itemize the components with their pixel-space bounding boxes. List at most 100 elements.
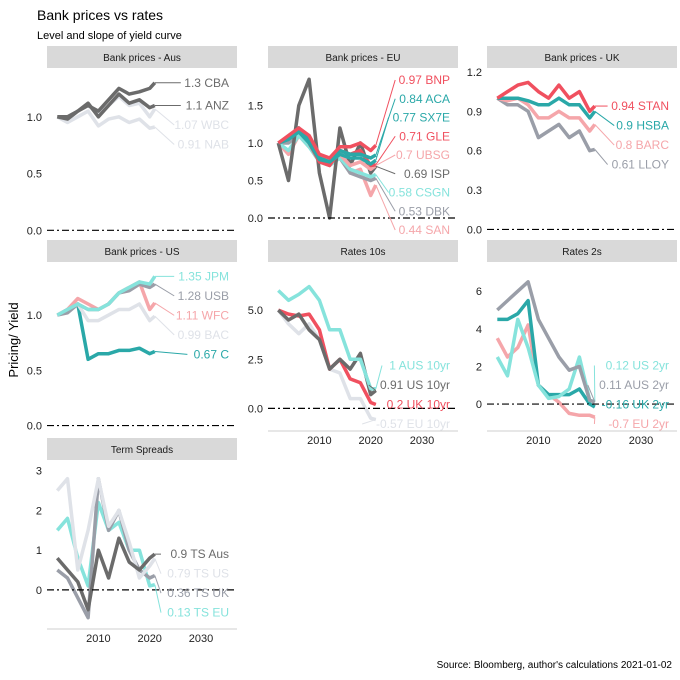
strip-title: Bank prices - UK (544, 53, 619, 64)
series-label: 0.61 LLOY (612, 158, 669, 172)
series-line-hsba (497, 96, 597, 120)
panel-bank-prices-eu: Bank prices - EU 0.0 0.5 1.0 1.5 0.97 BNP 0.84… (248, 46, 458, 237)
series-label: -0.7 EU 2yr (608, 417, 669, 431)
strip-background (487, 240, 677, 262)
label-connector (594, 124, 615, 146)
strip-title: Term Spreads (111, 445, 173, 456)
y-tick-label: 6 (476, 286, 482, 298)
strip-title: Bank prices - EU (325, 53, 400, 64)
series-label: 0.2 UK 10yr (387, 398, 450, 412)
series-label: -0.16 UK 2yr (602, 398, 669, 412)
series-label: 0.58 CSGN (389, 186, 450, 200)
series-line-ts-uk (56, 476, 156, 620)
series-label: 0.7 UBSG (396, 148, 450, 162)
label-connector (375, 135, 396, 166)
series-line-stan (496, 80, 597, 114)
y-tick-label: 0.9 (467, 106, 482, 118)
panel-rates-2s: Rates 2s 0 2 4 6 2010 2020 2030 0.12 US 2yr 0.11 … (476, 240, 677, 447)
x-tick-label: 2010 (526, 435, 550, 447)
y-tick-label: 0.5 (248, 176, 263, 188)
y-tick-label: 0.0 (27, 421, 42, 433)
label-connector (154, 302, 175, 316)
y-tick-label: 0.0 (467, 224, 482, 236)
series-label: 0.97 BNP (399, 73, 450, 87)
series-label: 0.11 AUS 2yr (599, 378, 669, 392)
series-label: 0.77 SX7E (393, 111, 450, 125)
label-connector (375, 184, 396, 231)
y-tick-label: 0.5 (27, 169, 42, 181)
series-label: 0.13 TS EU (167, 606, 229, 620)
label-connector (594, 110, 615, 126)
y-tick-label: 1.0 (27, 310, 42, 322)
strip-title: Rates 2s (562, 247, 601, 258)
y-tick-label: 4 (476, 324, 482, 336)
y-tick-label: 2.5 (248, 354, 263, 366)
strip-background (47, 438, 237, 460)
series-label: 0.84 ACA (399, 92, 450, 106)
series-label: 1.1 ANZ (186, 98, 229, 112)
label-connector (375, 365, 383, 389)
label-connector (154, 283, 175, 297)
strip-background (268, 240, 458, 262)
label-connector (375, 174, 390, 193)
strip-background (47, 240, 237, 262)
label-connector (375, 177, 396, 212)
label-connector (154, 108, 175, 126)
series-line-aus-10yr (277, 284, 376, 391)
y-tick-label: 0.6 (467, 146, 482, 158)
series-label: 0.99 BAC (178, 328, 230, 342)
x-tick-label: 2030 (189, 633, 213, 645)
y-tick-label: 3 (36, 466, 42, 478)
series-label: 0.9 TS Aus (171, 547, 229, 561)
y-tick-label: 0.0 (27, 225, 42, 237)
series-line-cba (57, 81, 157, 119)
strip-background (268, 46, 458, 68)
series-label: 0.79 TS US (167, 567, 229, 581)
y-tick-label: 5.0 (248, 305, 263, 317)
strip-title: Bank prices - Aus (103, 53, 181, 64)
chart-subtitle: Level and slope of yield curve (37, 30, 182, 42)
x-tick-label: 2020 (137, 633, 161, 645)
x-tick-label: 2020 (577, 435, 601, 447)
label-connector (154, 126, 175, 145)
series-label: 0.91 US 10yr (380, 378, 450, 392)
series-line-lloy (496, 96, 596, 153)
label-connector (594, 149, 608, 165)
panel-bank-prices-aus: Bank prices - Aus 0.0 0.5 1.0 1.3 CBA 1.1 ANZ… (27, 46, 237, 237)
chart-title: Bank prices vs rates (37, 7, 163, 23)
series-label: 0.69 ISP (404, 167, 450, 181)
label-connector (154, 351, 188, 355)
series-line-ts-us (55, 476, 157, 580)
y-tick-label: 0.0 (248, 213, 263, 225)
series-label: 0.9 HSBA (616, 119, 669, 133)
series-label: 0.8 BARC (616, 138, 670, 152)
y-tick-label: 0.3 (467, 185, 482, 197)
series-line-c (56, 302, 156, 362)
series-line-us-2yr (495, 317, 596, 404)
series-label: 0.91 NAB (178, 137, 229, 151)
series-line-nab (56, 109, 156, 130)
series-line-aus-2yr (496, 280, 596, 404)
label-connector (154, 315, 175, 336)
series-label: 1.07 WBC (174, 118, 229, 132)
y-tick-label: 2 (36, 505, 42, 517)
y-tick-label: 0.0 (248, 403, 263, 415)
y-axis-label: Pricing/ Yield (6, 302, 21, 377)
x-tick-label: 2010 (86, 633, 110, 645)
series-line-bnp (277, 126, 378, 160)
label-connector (368, 384, 377, 391)
series-label: 1.3 CBA (184, 76, 229, 90)
series-label: 0.36 TS UK (167, 586, 229, 600)
series-label: 1 AUS 10yr (389, 359, 450, 373)
y-tick-label: 1.0 (248, 138, 263, 150)
strip-title: Rates 10s (340, 247, 385, 258)
series-label: 0.71 GLE (399, 129, 450, 143)
x-tick-label: 2030 (629, 435, 653, 447)
label-connector (375, 154, 396, 166)
x-tick-label: 2030 (410, 435, 434, 447)
series-line-jpm (56, 275, 157, 317)
series-label: 0.12 US 2yr (606, 359, 669, 373)
series-label: 1.11 WFC (176, 308, 229, 322)
panel-rates-10s: Rates 10s 0.0 2.5 5.0 2010 2020 2030 1 AUS 10yr… (248, 240, 458, 447)
